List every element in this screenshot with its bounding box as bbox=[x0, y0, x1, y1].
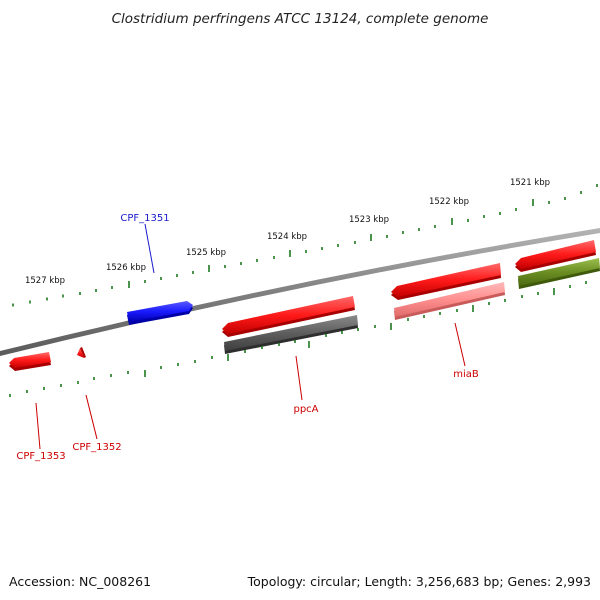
kbp-label-1527: 1527 kbp bbox=[25, 276, 65, 286]
gene-right-edge-red[interactable] bbox=[515, 240, 596, 272]
accession-text: Accession: NC_008261 bbox=[9, 574, 151, 589]
leader-cpf-1352 bbox=[85, 394, 98, 440]
genome-backbone bbox=[0, 228, 600, 356]
gene-label-cpf-1353: CPF_1353 bbox=[16, 451, 65, 462]
gene-ppca[interactable] bbox=[222, 296, 355, 337]
lower-tick-track bbox=[9, 281, 587, 397]
gene-label-ppca: ppcA bbox=[293, 404, 318, 415]
gene-label-cpf-1351: CPF_1351 bbox=[120, 213, 169, 224]
kbp-label-1526: 1526 kbp bbox=[106, 263, 146, 273]
leader-ppca bbox=[295, 355, 303, 401]
kbp-label-1521: 1521 kbp bbox=[510, 178, 550, 188]
gene-miab-faint[interactable] bbox=[394, 282, 505, 320]
gene-right-edge-olive[interactable] bbox=[518, 258, 600, 289]
kbp-label-1524: 1524 kbp bbox=[267, 232, 307, 242]
gene-label-cpf-1352: CPF_1352 bbox=[72, 442, 121, 453]
gene-label-miab: miaB bbox=[453, 369, 479, 380]
gene-cpf-1351[interactable] bbox=[127, 301, 193, 325]
gene-miab[interactable] bbox=[391, 263, 501, 300]
leader-cpf-1353 bbox=[35, 402, 41, 450]
gene-cpf-1353[interactable] bbox=[9, 352, 51, 371]
leader-cpf-1351 bbox=[144, 223, 155, 274]
leader-miab bbox=[454, 322, 466, 367]
gene-cpf-1352[interactable] bbox=[77, 347, 86, 358]
genome-summary-text: Topology: circular; Length: 3,256,683 bp… bbox=[247, 574, 591, 589]
kbp-label-1522: 1522 kbp bbox=[429, 197, 469, 207]
kbp-label-1525: 1525 kbp bbox=[186, 248, 226, 258]
kbp-label-1523: 1523 kbp bbox=[349, 215, 389, 225]
gene-ppca-rna[interactable] bbox=[224, 315, 358, 354]
map-title: Clostridium perfringens ATCC 13124, comp… bbox=[112, 11, 489, 27]
upper-tick-track bbox=[12, 184, 598, 307]
